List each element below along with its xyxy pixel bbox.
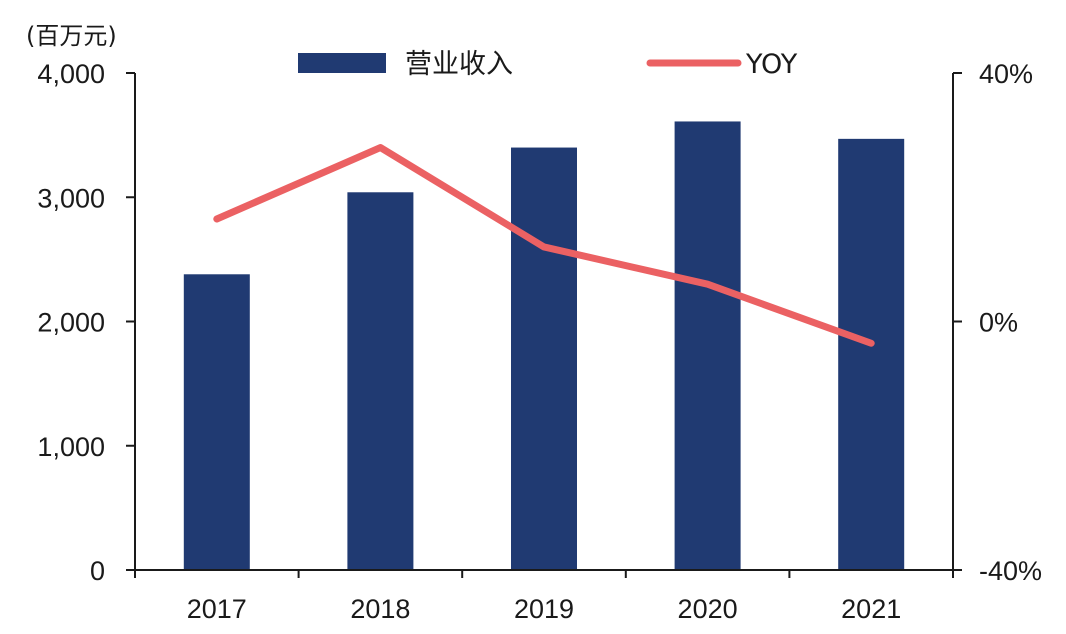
revenue-bar-2019 xyxy=(511,147,577,571)
legend: 营业收入 YOY xyxy=(298,49,798,80)
revenue-bar-2021 xyxy=(838,138,905,571)
right-tick-label: -40% xyxy=(979,556,1042,586)
axes: 0 1,000 2,000 3,000 4,000 -40% 0% 40% 2017 2018 20… xyxy=(37,59,1042,624)
legend-swatch-revenue xyxy=(298,53,386,73)
x-tick-label-2019: 2019 xyxy=(514,594,574,624)
revenue-bars xyxy=(183,121,905,571)
right-tick-label: 40% xyxy=(979,59,1033,89)
legend-label-yoy: YOY xyxy=(745,49,798,80)
left-tick-label: 3,000 xyxy=(37,183,105,213)
revenue-bar-2017 xyxy=(183,274,250,570)
right-tick-label: 0% xyxy=(979,308,1018,338)
yoy-point-2018 xyxy=(379,147,381,149)
revenue-bar-2018 xyxy=(347,192,414,570)
x-tick-label-2017: 2017 xyxy=(187,594,247,624)
left-tick-label: 1,000 xyxy=(37,432,105,462)
x-tick-label-2020: 2020 xyxy=(678,594,738,624)
left-tick-label: 2,000 xyxy=(37,308,105,338)
legend-label-revenue: 营业收入 xyxy=(405,49,513,80)
revenue-bar-2020 xyxy=(674,121,741,571)
left-axis-unit-label: (百万元) xyxy=(26,22,117,50)
left-tick-label: 4,000 xyxy=(37,59,105,89)
yoy-point-2017 xyxy=(216,218,218,220)
x-tick-label-2018: 2018 xyxy=(350,594,410,624)
left-tick-label: 0 xyxy=(90,556,105,586)
yoy-line-layer xyxy=(213,144,875,347)
yoy-point-2019 xyxy=(543,246,545,248)
x-tick-label-2021: 2021 xyxy=(841,594,901,624)
yoy-point-2020 xyxy=(707,283,709,285)
yoy-point-2021 xyxy=(870,342,872,344)
